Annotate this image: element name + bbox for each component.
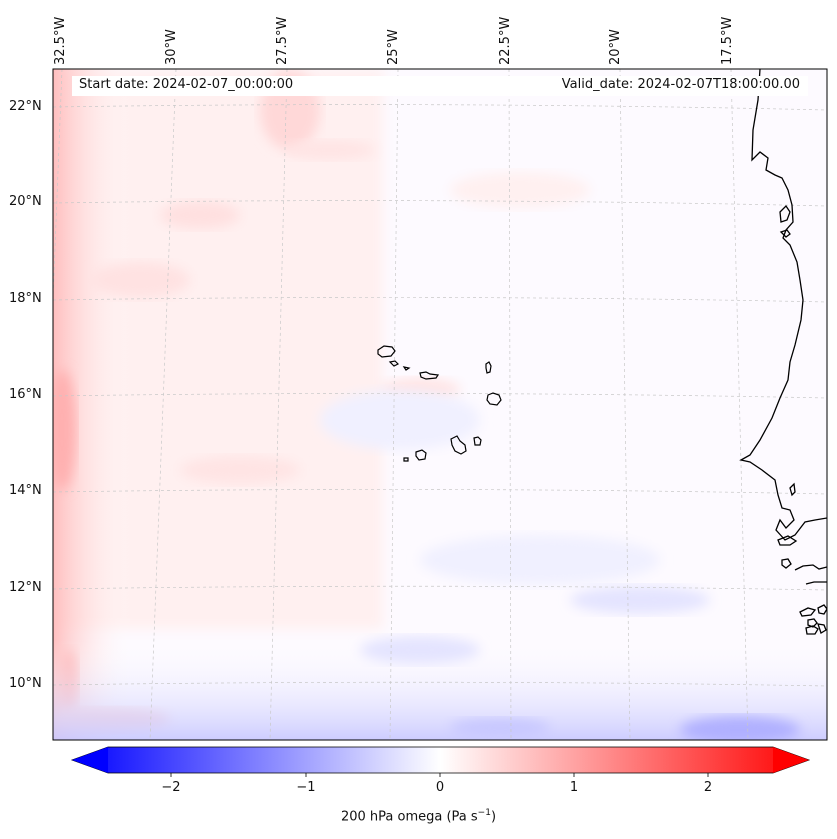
lon-label: 22.5°W — [498, 16, 513, 65]
lat-label: 12°N — [9, 580, 42, 595]
lat-label: 14°N — [9, 483, 42, 498]
lon-label: 27.5°W — [275, 16, 290, 65]
lat-label: 20°N — [9, 194, 42, 209]
colorbar-label: 200 hPa omega (Pa s−1) — [0, 808, 837, 824]
colorbar-label-end: ) — [490, 809, 497, 825]
colorbar — [70, 746, 811, 777]
lat-label: 18°N — [9, 291, 42, 306]
colorbar-label-main: 200 hPa omega (Pa s — [340, 809, 478, 825]
lat-label: 10°N — [9, 676, 42, 691]
lon-label: 20°W — [608, 29, 623, 65]
colorbar-tick-label: −1 — [296, 780, 316, 795]
cape-verde-islands — [377, 345, 502, 462]
valid-date: Valid_date: 2024-02-07T18:00:00.00 — [561, 77, 800, 92]
lon-label: 25°W — [386, 29, 401, 65]
start-date: Start date: 2024-02-07_00:00:00 — [79, 77, 294, 92]
lat-label: 22°N — [9, 99, 42, 114]
colorbar-extend-min — [72, 747, 108, 773]
colorbar-tick-label: 1 — [569, 780, 579, 795]
graticule — [53, 69, 827, 740]
lon-label: 32.5°W — [53, 16, 68, 65]
lon-label: 17.5°W — [720, 16, 735, 65]
colorbar-extend-max — [773, 747, 809, 773]
africa-coastline — [739, 69, 827, 635]
colorbar-label-exponent: −1 — [477, 808, 491, 818]
map-header: Start date: 2024-02-07_00:00:00 Valid_da… — [72, 76, 808, 96]
colorbar-tick-label: 2 — [703, 780, 713, 795]
lon-label: 30°W — [164, 29, 179, 65]
colorbar-body — [70, 746, 811, 774]
colorbar-tick-label: −2 — [161, 780, 181, 795]
map-frame — [52, 68, 828, 741]
lat-label: 16°N — [9, 387, 42, 402]
omega-field — [53, 69, 827, 740]
colorbar-tick-label: 0 — [435, 780, 445, 795]
